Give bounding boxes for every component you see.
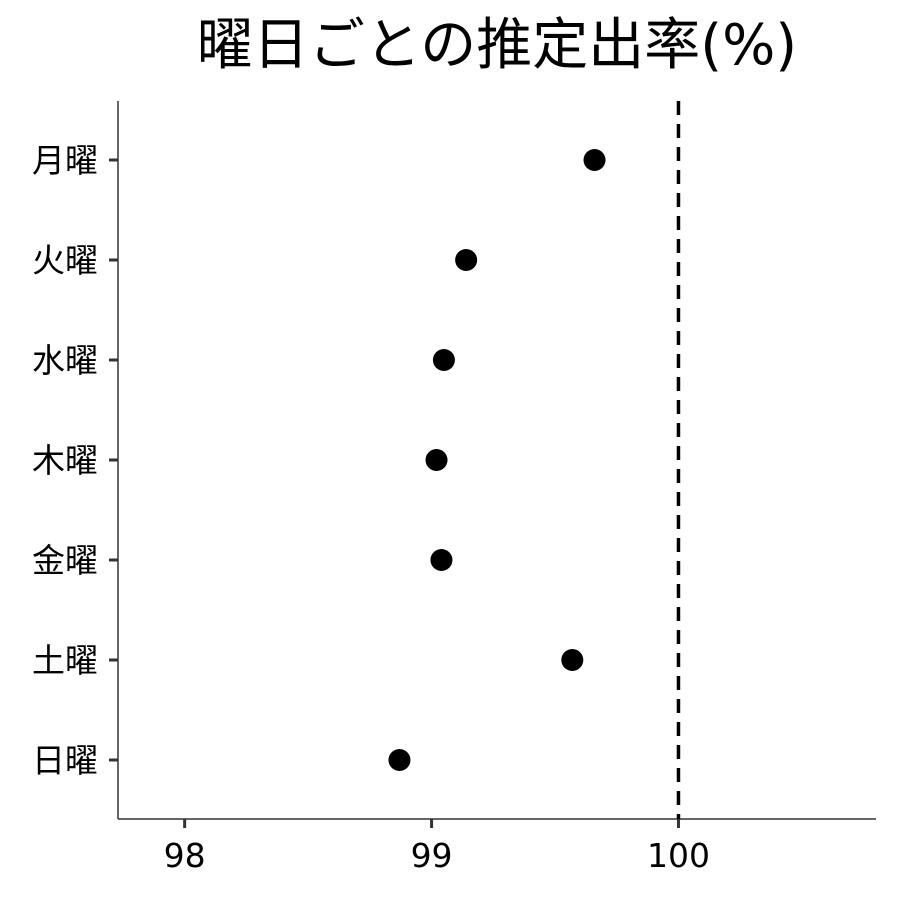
y-tick-label: 火曜	[32, 241, 98, 280]
y-tick-label: 金曜	[32, 541, 98, 580]
x-tick-label: 99	[411, 836, 453, 875]
data-point	[455, 249, 478, 271]
data-point	[388, 749, 411, 771]
x-axis-labels: 98 99 100	[164, 819, 710, 875]
data-points	[388, 149, 606, 771]
y-tick-label: 土曜	[32, 641, 98, 680]
data-point	[583, 149, 606, 171]
data-point	[432, 349, 455, 371]
axes	[117, 101, 876, 820]
data-point	[425, 449, 448, 471]
data-point	[430, 549, 453, 571]
y-tick-label: 日曜	[32, 741, 98, 780]
y-tick-label: 木曜	[32, 441, 98, 480]
data-point	[561, 649, 584, 671]
chart-title: 曜日ごとの推定出率(%)	[197, 13, 797, 78]
y-tick-label: 水曜	[32, 341, 98, 380]
x-tick-label: 100	[647, 836, 710, 875]
x-tick-label: 98	[164, 836, 206, 875]
y-tick-label: 月曜	[32, 141, 98, 180]
